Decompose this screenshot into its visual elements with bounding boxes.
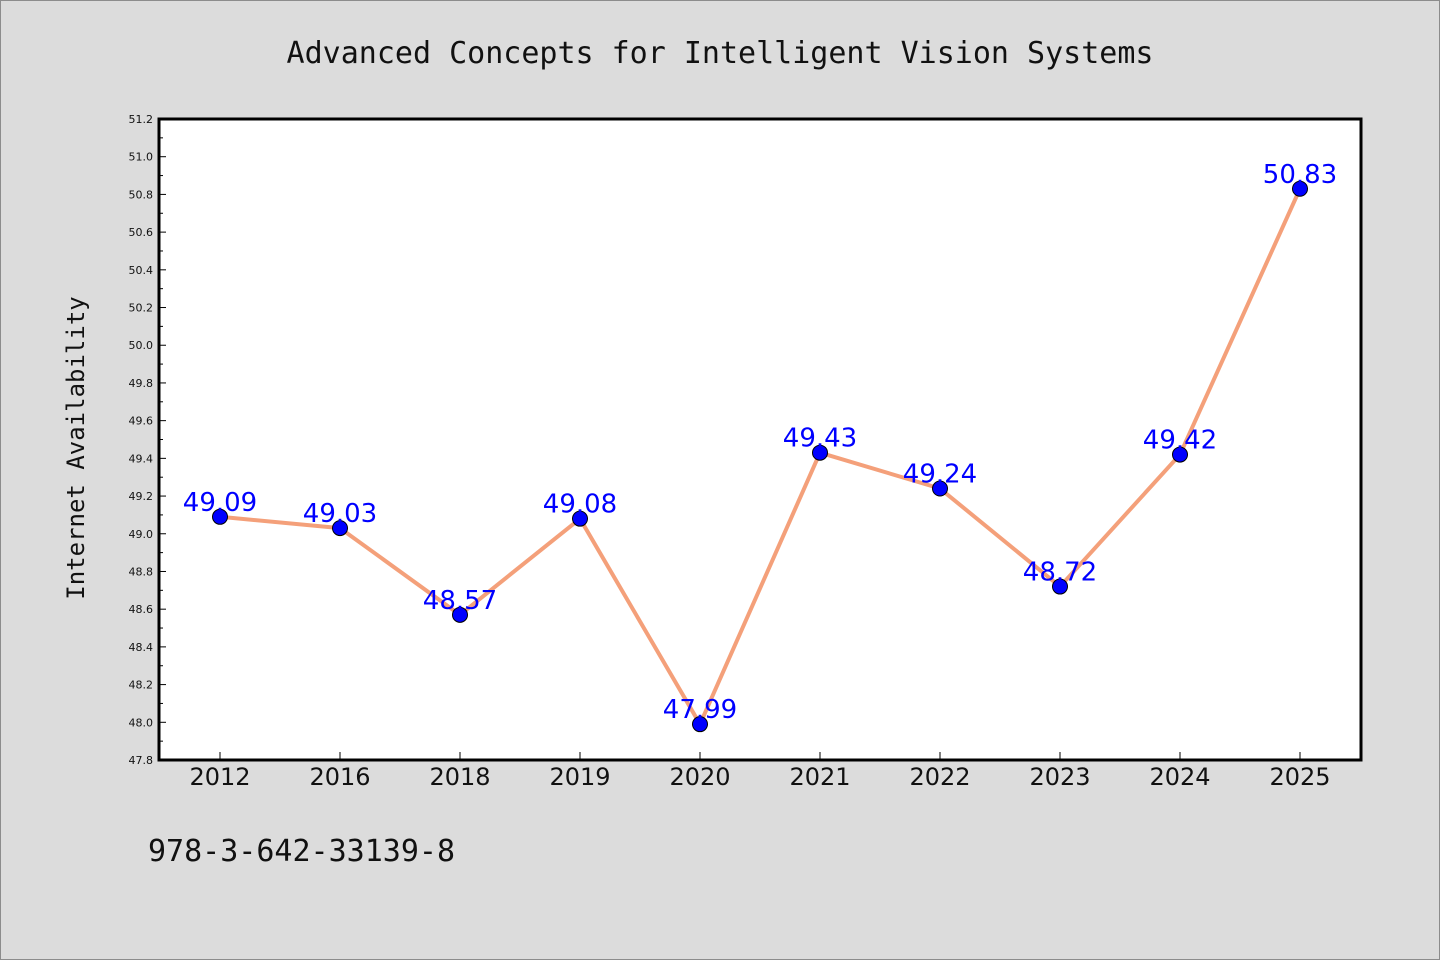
y-axis: 47.8 48.0 48.2 48.4 48.6 48.8 49.0 49.2 49.4 49.6… — [129, 113, 166, 767]
data-label-4: 47.99 — [663, 695, 737, 725]
data-label-5: 49.43 — [783, 424, 857, 454]
data-point-3 — [572, 510, 588, 527]
x-axis: 2012 2016 2018 2019 2020 2021 2022 2023 2024 2025 — [189, 752, 1331, 791]
data-label-3: 49.08 — [543, 490, 617, 520]
x-tick-label-9: 2025 — [1269, 763, 1330, 791]
x-tick-label-4: 2020 — [669, 763, 730, 791]
data-point-8 — [1172, 446, 1188, 463]
x-tick-label-2: 2018 — [429, 763, 490, 791]
data-point-0 — [212, 508, 228, 525]
data-point-2 — [452, 606, 468, 623]
data-point-9 — [1292, 180, 1308, 197]
y-tick-label-2: 48.2 — [129, 679, 154, 692]
x-tick-label-1: 2016 — [309, 763, 370, 791]
y-tick-label-17: 51.2 — [129, 113, 154, 126]
y-axis-label: Internet Availability — [62, 296, 90, 599]
x-tick-label-0: 2012 — [189, 763, 250, 791]
series-line-0 — [219, 187, 1302, 727]
x-tick-label-7: 2023 — [1029, 763, 1090, 791]
data-label-2: 48.57 — [423, 586, 497, 616]
data-point-5 — [812, 444, 828, 461]
y-tick-label-11: 50.0 — [129, 339, 154, 352]
chart-title: Advanced Concepts for Intelligent Vision… — [287, 36, 1154, 71]
data-label-9: 50.83 — [1263, 160, 1337, 190]
y-tick-label-9: 49.6 — [129, 415, 154, 428]
x-tick-label-3: 2019 — [549, 763, 610, 791]
y-tick-label-6: 49.0 — [129, 528, 154, 541]
data-label-8: 49.42 — [1143, 426, 1217, 456]
y-tick-label-3: 48.4 — [129, 641, 154, 654]
data-point-7 — [1052, 578, 1068, 595]
y-tick-label-12: 50.2 — [129, 302, 154, 315]
x-tick-label-5: 2021 — [789, 763, 850, 791]
x-tick-label-8: 2024 — [1149, 763, 1210, 791]
data-point-4 — [692, 716, 708, 733]
data-label-0: 49.09 — [183, 488, 257, 518]
data-point-1 — [332, 520, 348, 537]
y-tick-label-0: 47.8 — [129, 754, 154, 767]
isbn-text: 978-3-642-33139-8 — [148, 834, 456, 869]
y-tick-label-5: 48.8 — [129, 565, 154, 578]
data-label-7: 48.72 — [1023, 558, 1097, 588]
data-label-6: 49.24 — [903, 460, 977, 490]
y-tick-label-15: 50.8 — [129, 188, 154, 201]
y-tick-label-7: 49.2 — [129, 490, 154, 503]
plot-area — [157, 117, 1363, 762]
y-tick-label-4: 48.6 — [129, 603, 154, 616]
y-tick-label-1: 48.0 — [129, 716, 154, 729]
data-label-1: 49.03 — [303, 499, 377, 529]
y-tick-label-10: 49.8 — [129, 377, 154, 390]
series-layer: 49.09 49.03 48.57 49.08 47.99 49.43 49.24 48.72… — [183, 160, 1337, 733]
x-tick-label-6: 2022 — [909, 763, 970, 791]
y-tick-label-16: 51.0 — [129, 151, 154, 164]
y-tick-label-13: 50.4 — [129, 264, 154, 277]
y-tick-label-14: 50.6 — [129, 226, 154, 239]
y-tick-label-8: 49.4 — [129, 452, 154, 465]
data-point-6 — [932, 480, 948, 497]
